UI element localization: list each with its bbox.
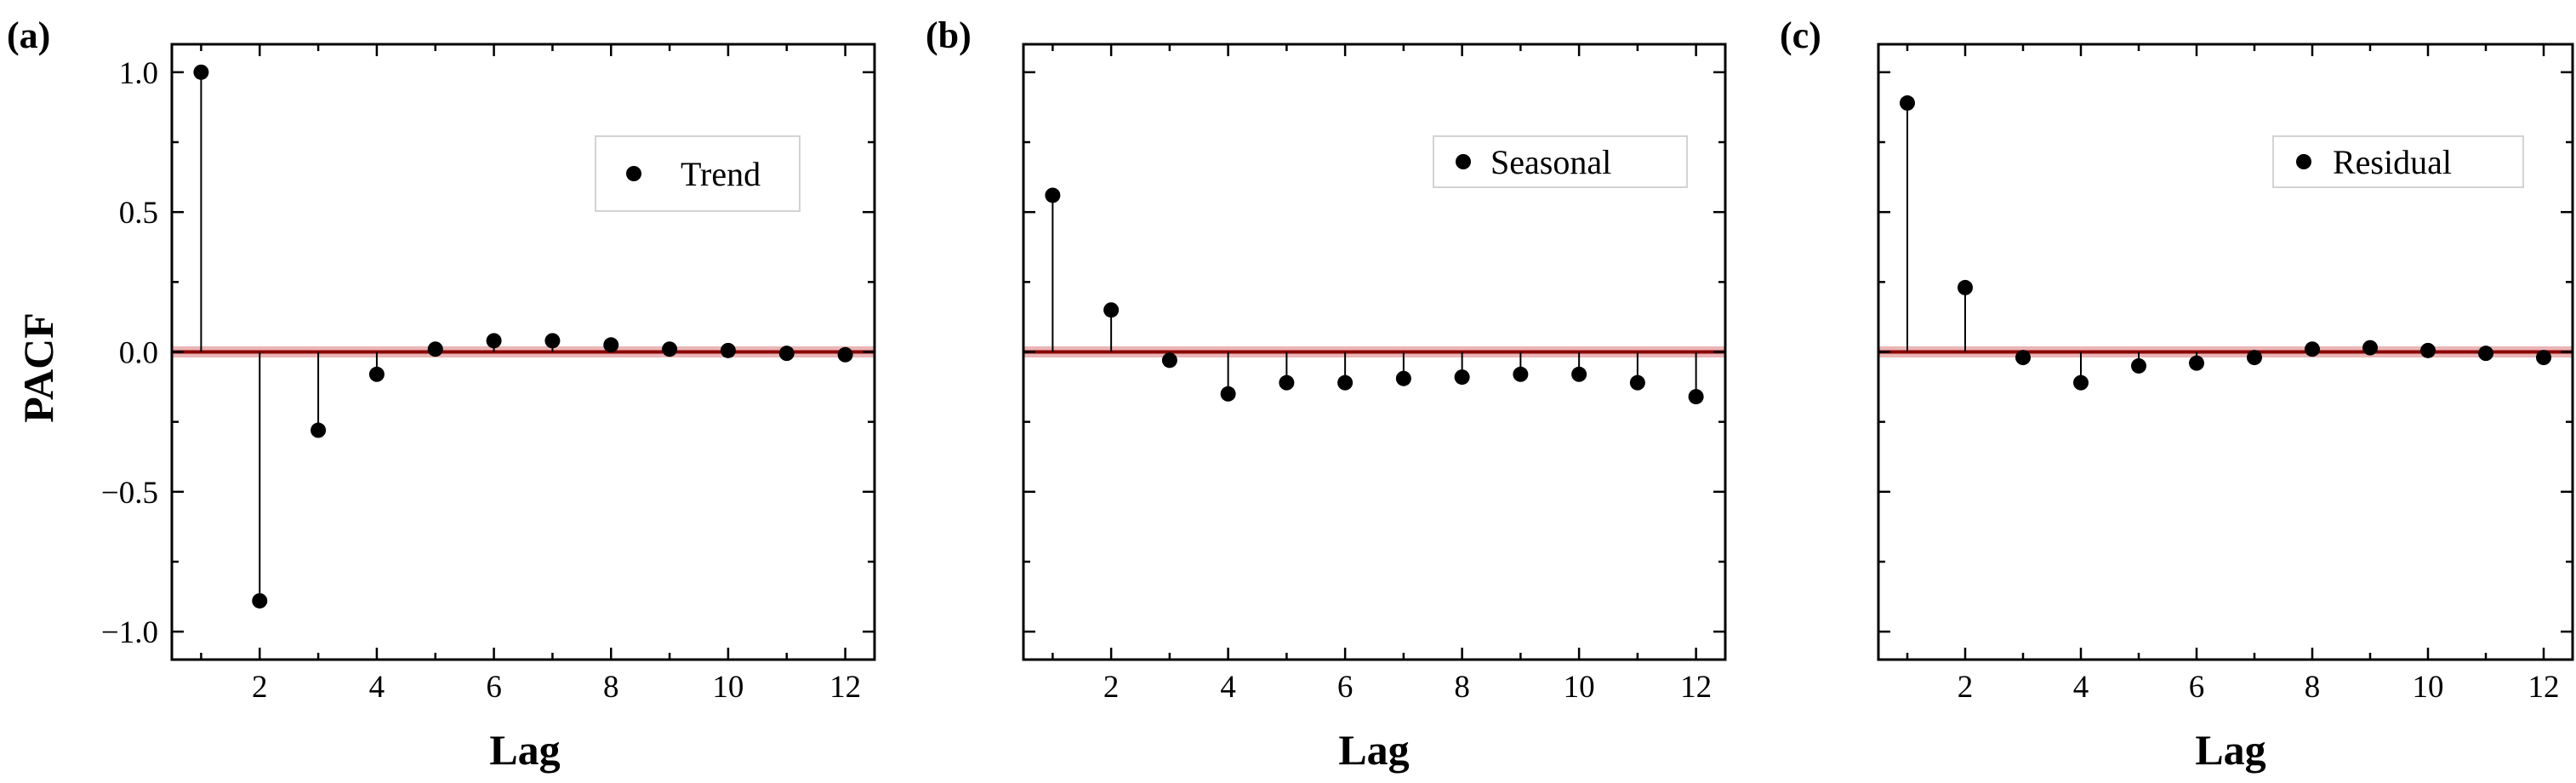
point-lag-12 (1688, 389, 1704, 405)
legend-marker-b (1456, 154, 1471, 169)
point-lag-11 (778, 346, 795, 362)
point-lag-1 (193, 64, 209, 80)
panel-c: (c) Lag 2 4 6 8 10 12 Residual (1780, 14, 2574, 774)
y-ticks-b (1023, 71, 1725, 633)
point-lag-4 (1220, 386, 1236, 402)
point-lag-5 (427, 341, 443, 357)
point-lag-2 (1103, 302, 1120, 318)
x-tick-label: 6 (2189, 670, 2205, 705)
point-lag-7 (2247, 350, 2262, 366)
legend-label-trend: Trend (681, 155, 761, 193)
y-ticks-a: 1.0 0.5 0.0 −0.5 −1.0 (101, 56, 875, 650)
point-lag-8 (2305, 341, 2320, 357)
x-tick-label: 10 (712, 670, 744, 705)
point-lag-9 (1513, 366, 1529, 382)
point-lag-1 (1900, 95, 1915, 111)
x-tick-label: 6 (486, 670, 502, 705)
markers-a (193, 64, 853, 609)
legend-box-b (1433, 135, 1688, 188)
point-lag-12 (837, 346, 853, 363)
x-tick-label: 8 (1454, 670, 1470, 705)
point-lag-2 (1958, 279, 1973, 295)
point-lag-12 (2536, 350, 2551, 366)
point-lag-2 (252, 592, 268, 609)
point-lag-6 (1337, 374, 1354, 391)
point-lag-7 (544, 333, 561, 349)
panel-b: (b) Lag 2 4 6 8 10 12 Seasonal (926, 14, 1727, 774)
x-axis-title-c: Lag (2195, 726, 2265, 774)
x-tick-label: 4 (2073, 670, 2089, 705)
x-tick-label: 4 (369, 670, 385, 705)
x-tick-label: 12 (829, 670, 861, 705)
point-lag-6 (486, 333, 502, 349)
y-axis-title: PACF (14, 312, 62, 423)
point-lag-1 (1045, 187, 1061, 203)
x-tick-label: 4 (1220, 670, 1236, 705)
point-lag-7 (1395, 370, 1411, 386)
panel-label-a: (a) (7, 14, 50, 56)
x-tick-label: 2 (1103, 670, 1120, 705)
x-tick-label: 10 (1564, 670, 1595, 705)
x-tick-label: 8 (603, 670, 619, 705)
panel-label-b: (b) (926, 14, 972, 56)
x-tick-label: 2 (252, 670, 268, 705)
x-tick-label: 8 (2305, 670, 2321, 705)
panel-label-c: (c) (1780, 14, 1821, 56)
point-lag-4 (2073, 374, 2089, 391)
point-lag-3 (1161, 352, 1177, 369)
x-axis-title-a: Lag (489, 726, 560, 774)
y-tick-label: 0.0 (119, 336, 158, 371)
point-lag-3 (311, 422, 327, 438)
point-lag-10 (2420, 342, 2436, 358)
point-lag-8 (603, 337, 619, 353)
legend-label-seasonal: Seasonal (1490, 143, 1611, 181)
y-tick-label: −0.5 (101, 476, 158, 511)
point-lag-9 (2362, 340, 2378, 356)
point-lag-9 (662, 341, 678, 357)
x-tick-label: 6 (1337, 670, 1354, 705)
x-ticks-a: 2 4 6 8 10 12 (200, 44, 861, 705)
legend-b: Seasonal (1433, 135, 1688, 188)
x-tick-label: 2 (1958, 670, 1974, 705)
legend-label-residual: Residual (2333, 143, 2452, 181)
point-lag-6 (2189, 355, 2204, 371)
y-tick-label: 0.5 (119, 196, 158, 231)
point-lag-11 (1629, 374, 1645, 391)
markers-c (1900, 95, 2551, 391)
point-lag-10 (1571, 366, 1587, 382)
point-lag-11 (2478, 346, 2493, 362)
y-tick-label: −1.0 (101, 615, 158, 650)
point-lag-10 (720, 342, 736, 358)
x-tick-label: 12 (2528, 670, 2560, 705)
legend-a: Trend (595, 135, 801, 212)
y-tick-label: 1.0 (119, 56, 158, 91)
x-ticks-b: 2 4 6 8 10 12 (1051, 44, 1712, 705)
point-lag-3 (2015, 350, 2031, 366)
x-tick-label: 12 (1680, 670, 1712, 705)
y-ticks-c (1878, 71, 2573, 633)
legend-marker-a (626, 166, 641, 181)
markers-b (1045, 187, 1704, 405)
legend-box-c (2272, 135, 2524, 188)
point-lag-5 (2131, 357, 2146, 374)
point-lag-8 (1454, 369, 1470, 386)
stems-b (1051, 195, 1697, 397)
point-lag-4 (368, 366, 385, 382)
x-ticks-c: 2 4 6 8 10 12 (1906, 44, 2560, 705)
x-axis-title-b: Lag (1338, 726, 1409, 774)
panel-a: (a) PACF Lag 2 4 6 8 10 12 1.00.50.0−0.5−1.0 … (7, 14, 876, 774)
legend-marker-c (2296, 154, 2311, 169)
point-lag-5 (1279, 374, 1295, 391)
legend-c: Residual (2272, 135, 2524, 188)
x-tick-label: 10 (2413, 670, 2444, 705)
